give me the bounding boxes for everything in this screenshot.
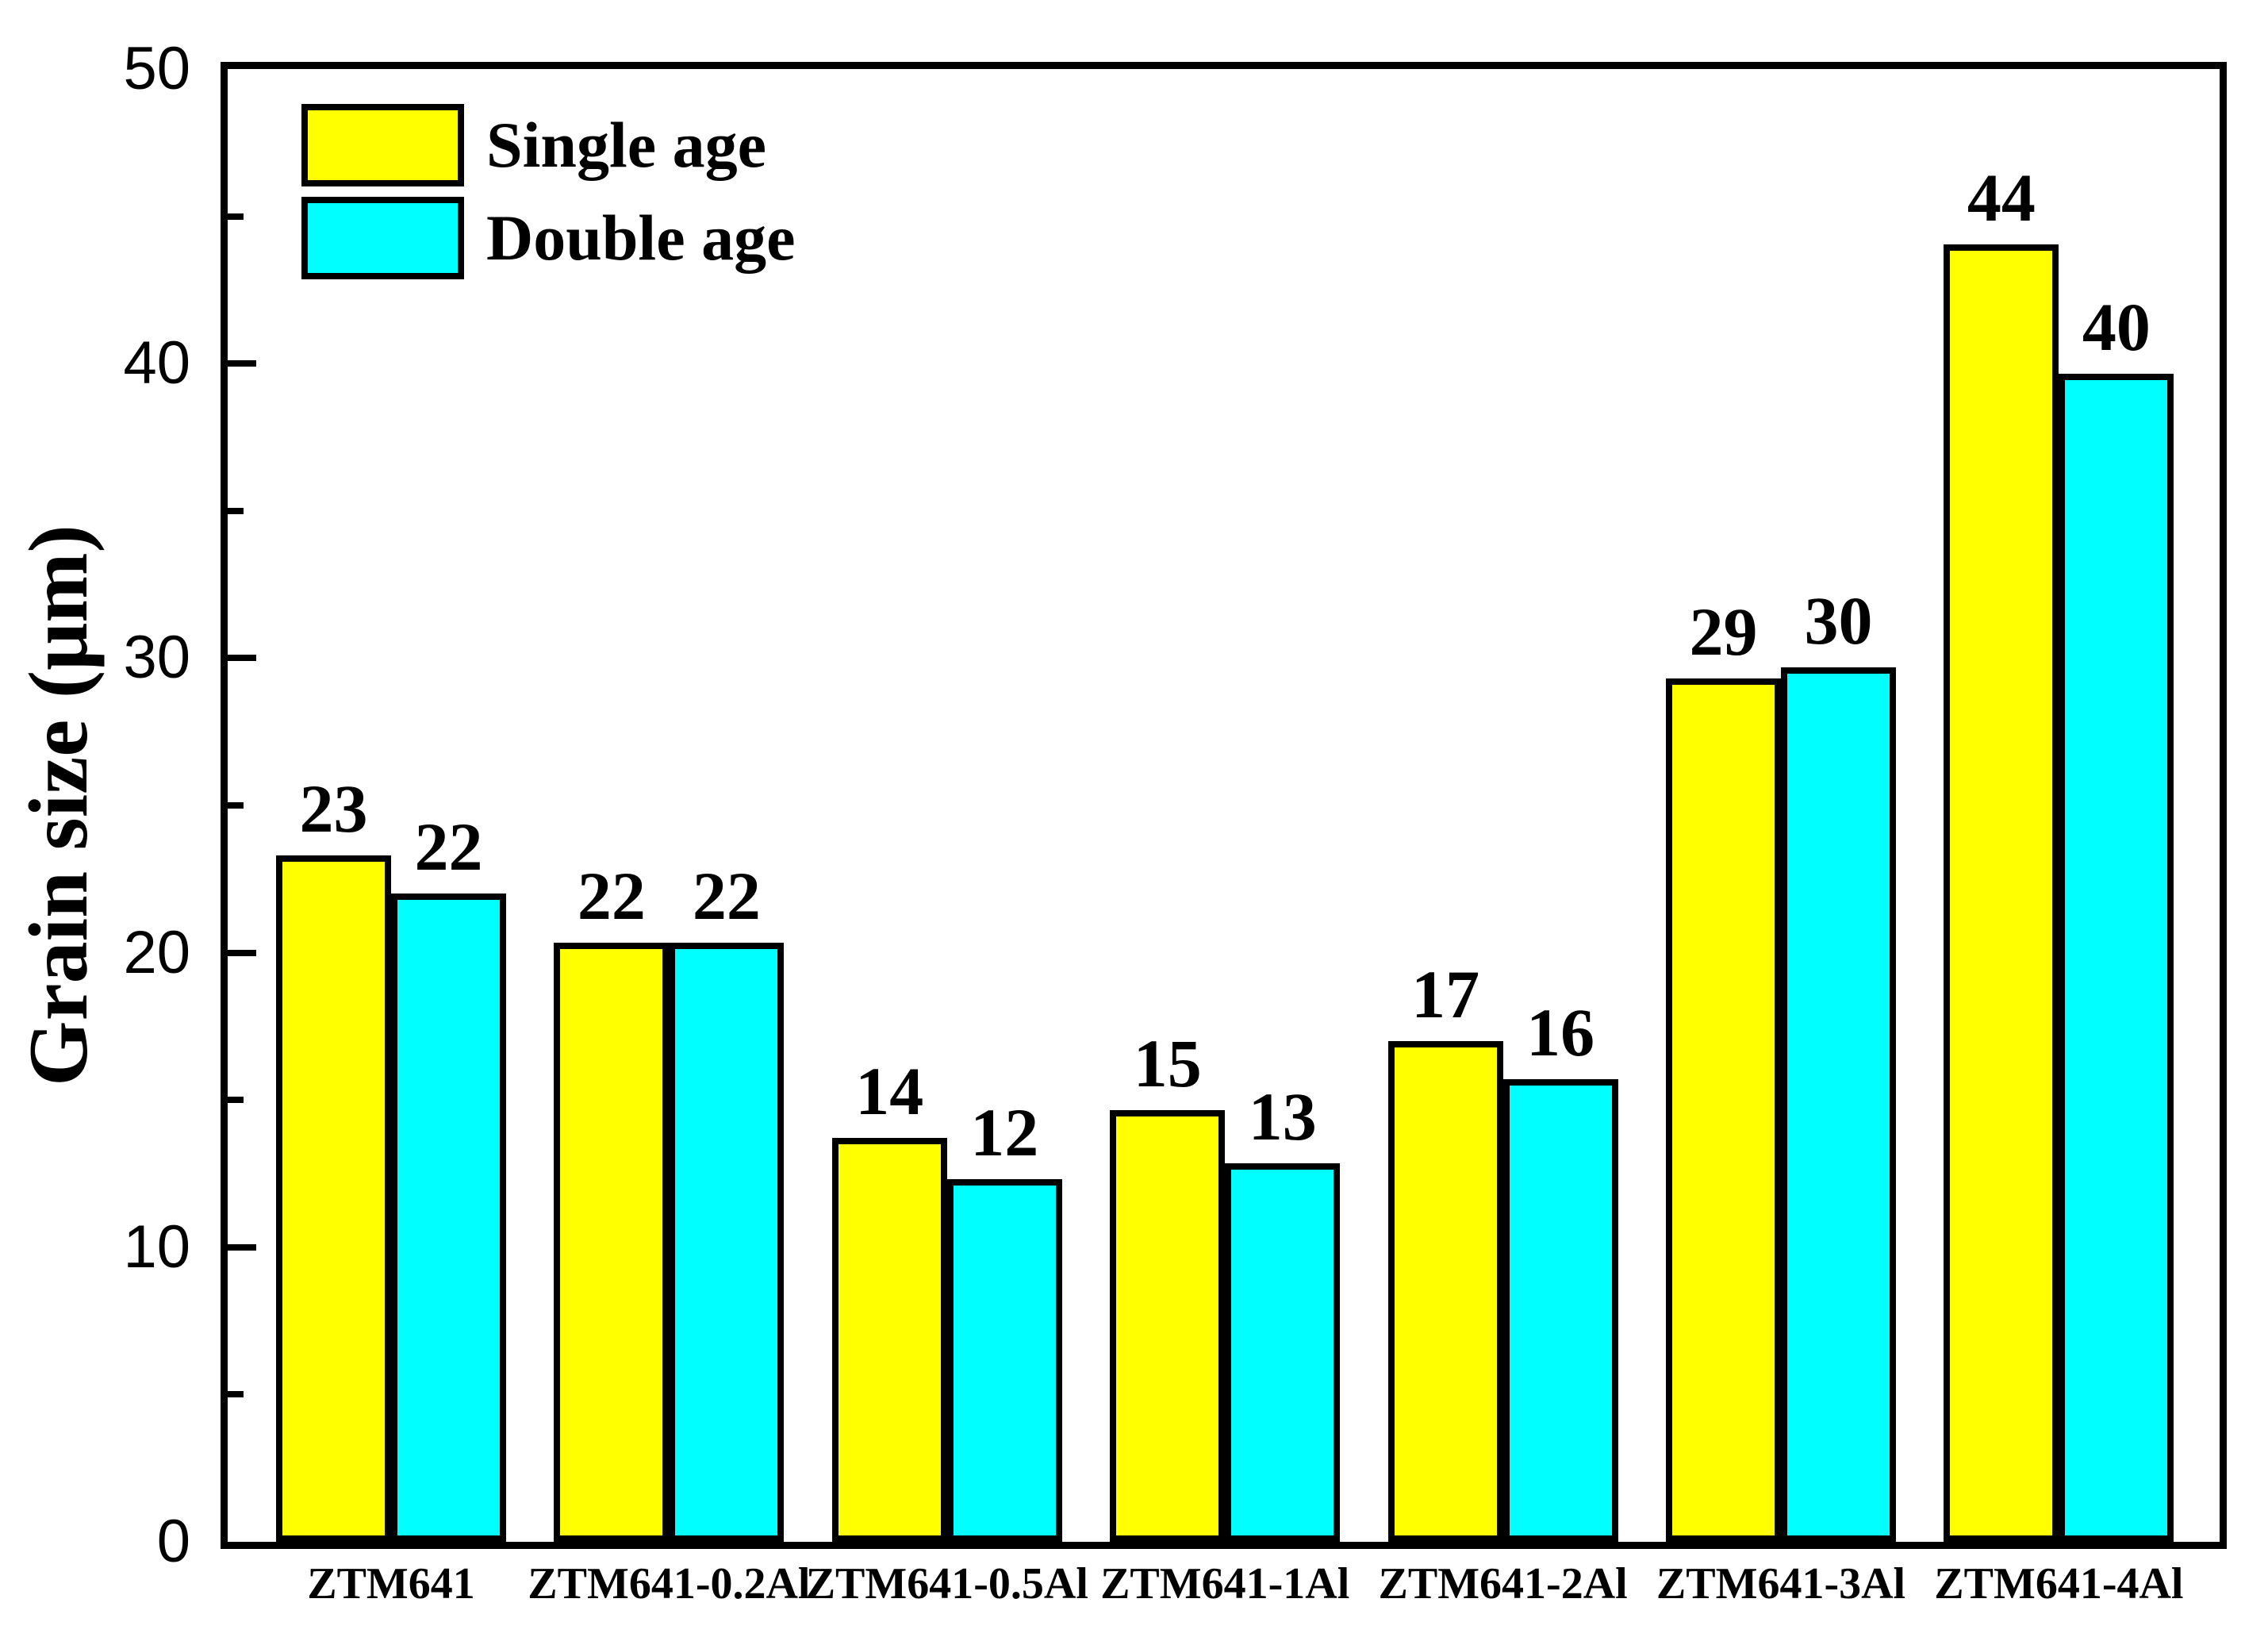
bar-value-label: 44 bbox=[1967, 159, 2036, 236]
bar-double-age-ZTM641-3Al bbox=[1781, 667, 1896, 1542]
bar-value-label: 15 bbox=[1133, 1025, 1202, 1102]
y-major-tick bbox=[228, 1243, 256, 1251]
bar-value-label: 12 bbox=[970, 1094, 1039, 1171]
bar-value-label: 29 bbox=[1689, 594, 1758, 671]
y-major-tick bbox=[228, 949, 256, 956]
bar-value-label: 22 bbox=[692, 857, 761, 934]
x-axis-category-label: ZTM641-0.5Al bbox=[805, 1559, 1088, 1608]
y-axis-tick-label: 10 bbox=[123, 1212, 190, 1281]
bar-double-age-ZTM641-1Al bbox=[1225, 1163, 1341, 1542]
bar-value-label: 17 bbox=[1411, 955, 1480, 1032]
y-major-tick bbox=[228, 655, 256, 662]
y-minor-tick bbox=[228, 1391, 244, 1398]
plot-area: 23 22 22 22 14 12 15 13 17 16 29 30 44 40 Single age … bbox=[221, 62, 2227, 1549]
legend-swatch-double-age bbox=[301, 197, 464, 279]
y-minor-tick bbox=[228, 1097, 244, 1104]
bar-single-age-ZTM641-0.5Al bbox=[831, 1138, 947, 1542]
bar-single-age-ZTM641-0.2Al bbox=[554, 942, 670, 1542]
bar-value-label: 40 bbox=[2082, 289, 2151, 366]
bar-value-label: 22 bbox=[414, 809, 483, 886]
y-minor-tick bbox=[228, 507, 244, 514]
y-axis-tick-label: 30 bbox=[123, 624, 190, 692]
y-minor-tick bbox=[228, 213, 244, 220]
x-axis-category-label: ZTM641-2Al bbox=[1378, 1559, 1628, 1608]
x-axis-category-label: ZTM641-3Al bbox=[1656, 1559, 1906, 1608]
y-axis-tick-label: 20 bbox=[123, 918, 190, 986]
x-axis-category-label: ZTM641 bbox=[307, 1559, 475, 1608]
bar-double-age-ZTM641-0.2Al bbox=[669, 942, 785, 1542]
y-major-tick bbox=[228, 360, 256, 367]
x-axis-category-label: ZTM641-1Al bbox=[1100, 1559, 1350, 1608]
y-axis-tick-label: 40 bbox=[123, 329, 190, 398]
legend-swatch-single-age bbox=[301, 104, 464, 186]
bar-value-label: 14 bbox=[855, 1053, 924, 1130]
bar-value-label: 30 bbox=[1804, 582, 1873, 659]
bar-value-label: 22 bbox=[577, 857, 646, 934]
bar-value-label: 23 bbox=[299, 771, 368, 847]
y-ticks-layer bbox=[228, 69, 2220, 1542]
y-axis-title: Grain size (μm) bbox=[12, 525, 105, 1086]
bar-single-age-ZTM641-3Al bbox=[1666, 678, 1781, 1542]
legend-item-double-age: Double age bbox=[301, 197, 796, 279]
bar-double-age-ZTM641-0.5Al bbox=[946, 1179, 1062, 1542]
bar-single-age-ZTM641 bbox=[276, 855, 391, 1542]
x-axis-category-label: ZTM641-4Al bbox=[1934, 1559, 2184, 1608]
bars-layer: 23 22 22 22 14 12 15 13 17 16 29 30 44 40 bbox=[228, 69, 2220, 1542]
legend-label-single-age: Single age bbox=[486, 109, 767, 181]
x-axis-category-label: ZTM641-0.2Al bbox=[528, 1559, 811, 1608]
legend: Single age Double age bbox=[301, 104, 796, 290]
legend-label-double-age: Double age bbox=[486, 202, 796, 274]
bar-value-label: 16 bbox=[1526, 994, 1595, 1071]
bar-value-label: 13 bbox=[1248, 1078, 1317, 1155]
y-axis-tick-label: 0 bbox=[156, 1508, 190, 1575]
y-axis-tick-label: 50 bbox=[123, 35, 190, 102]
bar-double-age-ZTM641 bbox=[391, 894, 506, 1542]
y-minor-tick bbox=[228, 802, 244, 809]
legend-item-single-age: Single age bbox=[301, 104, 796, 186]
bar-double-age-ZTM641-2Al bbox=[1502, 1079, 1618, 1542]
bar-double-age-ZTM641-4Al bbox=[2059, 374, 2174, 1542]
bar-single-age-ZTM641-1Al bbox=[1110, 1110, 1226, 1542]
bar-single-age-ZTM641-2Al bbox=[1387, 1040, 1503, 1542]
bar-single-age-ZTM641-4Al bbox=[1944, 244, 2059, 1542]
